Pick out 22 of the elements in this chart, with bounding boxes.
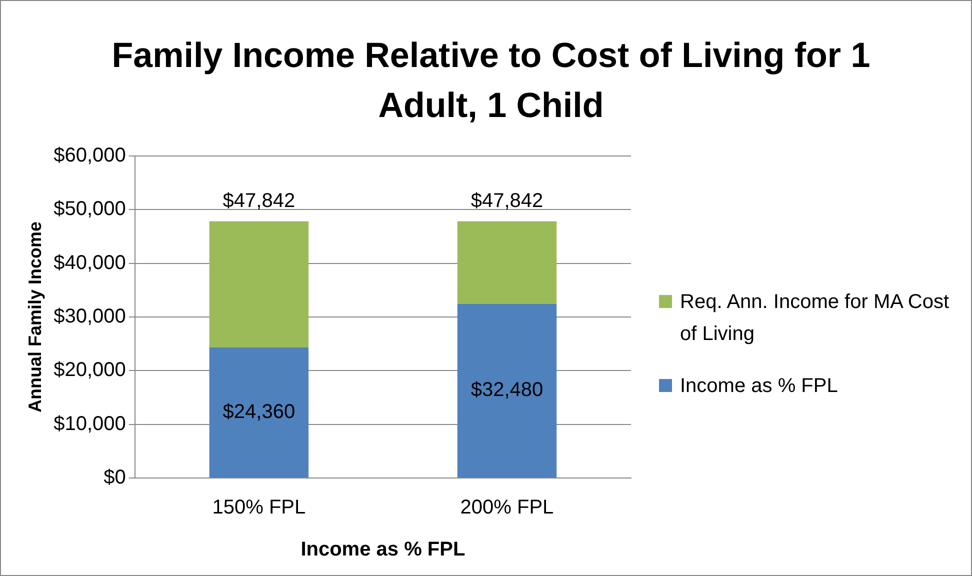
y-tick-label: $30,000 (54, 306, 126, 328)
x-axis-title: Income as % FPL (300, 538, 466, 561)
x-tick-label: 200% FPL (460, 496, 554, 519)
legend-label: Req. Ann. Income for MA Cost of Living (680, 290, 950, 347)
data-label: $32,480 (470, 379, 544, 402)
y-tick-label: $0 (104, 466, 126, 489)
y-tick-label: $20,000 (54, 359, 126, 382)
data-label: $24,360 (222, 400, 296, 423)
chart-title: Family Income Relative to Cost of Living for 1 Adult, 1 Child (110, 35, 872, 127)
x-tick-label: 150% FPL (212, 496, 306, 519)
bar (457, 304, 557, 478)
bar (209, 347, 309, 478)
total-label: $47,842 (470, 190, 544, 212)
y-tick-label: $40,000 (54, 252, 126, 274)
bar (457, 221, 557, 304)
bar (209, 221, 309, 348)
total-label: $47,842 (222, 190, 296, 212)
y-tick-label: $10,000 (54, 412, 126, 435)
y-tick-label: $50,000 (54, 198, 126, 220)
y-tick-label: $60,000 (54, 144, 126, 167)
legend-label: Income as % FPL (680, 374, 838, 399)
y-axis-title: Annual Family Income (24, 221, 45, 413)
